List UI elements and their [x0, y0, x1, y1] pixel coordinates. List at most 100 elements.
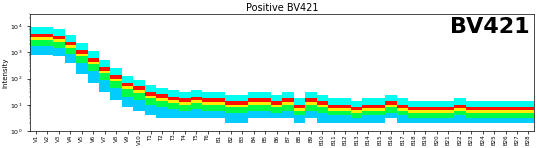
Bar	[191, 90, 202, 97]
Bar	[408, 101, 420, 107]
Bar	[202, 102, 214, 105]
Bar	[431, 107, 442, 110]
Bar	[442, 107, 454, 110]
Bar	[511, 101, 523, 107]
Bar	[236, 105, 248, 107]
Bar	[88, 51, 99, 58]
Bar	[30, 46, 42, 55]
Bar	[328, 115, 339, 123]
Bar	[122, 97, 133, 107]
Bar	[133, 90, 145, 93]
Bar	[420, 110, 431, 113]
Bar	[408, 107, 420, 110]
Bar	[339, 108, 351, 111]
Bar	[214, 105, 225, 111]
Bar	[122, 77, 133, 83]
Bar	[64, 45, 76, 48]
Bar	[122, 86, 133, 89]
Bar	[259, 105, 271, 111]
Bar	[179, 105, 191, 111]
Bar	[386, 95, 397, 101]
Bar	[248, 92, 259, 98]
Bar	[489, 107, 500, 110]
Bar	[500, 107, 511, 110]
Bar	[466, 107, 477, 110]
Bar	[236, 95, 248, 101]
Bar	[374, 115, 386, 123]
Bar	[374, 108, 386, 111]
Bar	[442, 101, 454, 107]
Bar	[122, 83, 133, 86]
Bar	[511, 119, 523, 123]
Bar	[339, 111, 351, 115]
Bar	[282, 102, 294, 105]
Bar	[431, 110, 442, 113]
Bar	[466, 110, 477, 113]
Bar	[489, 110, 500, 113]
Bar	[466, 113, 477, 119]
Bar	[454, 111, 466, 115]
Bar	[133, 86, 145, 90]
Bar	[317, 95, 328, 101]
Bar	[214, 98, 225, 102]
Bar	[442, 119, 454, 123]
Bar	[99, 71, 111, 73]
Bar	[397, 108, 408, 111]
Bar	[523, 119, 534, 123]
Bar	[214, 111, 225, 119]
Bar	[328, 111, 339, 115]
Bar	[236, 101, 248, 105]
Bar	[122, 89, 133, 97]
Bar	[431, 119, 442, 123]
Bar	[179, 111, 191, 119]
Bar	[225, 105, 236, 107]
Bar	[374, 98, 386, 105]
Bar	[168, 97, 179, 100]
Bar	[420, 107, 431, 110]
Bar	[339, 98, 351, 105]
Bar	[111, 79, 122, 81]
Y-axis label: Intensity: Intensity	[3, 57, 9, 87]
Bar	[168, 90, 179, 97]
Bar	[294, 111, 305, 115]
Bar	[99, 73, 111, 80]
Bar	[225, 113, 236, 123]
Bar	[145, 85, 156, 91]
Bar	[88, 62, 99, 64]
Bar	[64, 35, 76, 42]
Bar	[362, 105, 374, 108]
Bar	[271, 113, 282, 119]
Bar	[397, 111, 408, 115]
Bar	[454, 115, 466, 123]
Bar	[477, 101, 489, 107]
Bar	[191, 109, 202, 119]
Bar	[339, 115, 351, 123]
Bar	[500, 119, 511, 123]
Bar	[156, 98, 168, 101]
Bar	[282, 111, 294, 119]
Bar	[305, 105, 317, 111]
Bar	[477, 113, 489, 119]
Bar	[179, 102, 191, 105]
Bar	[202, 92, 214, 98]
Bar	[271, 105, 282, 107]
Bar	[64, 42, 76, 45]
Bar	[305, 98, 317, 102]
Bar	[145, 98, 156, 105]
Bar	[42, 46, 53, 55]
Bar	[76, 63, 88, 74]
Bar	[259, 102, 271, 105]
Bar	[53, 36, 64, 39]
Bar	[386, 113, 397, 119]
Bar	[191, 103, 202, 109]
Bar	[339, 105, 351, 108]
Bar	[53, 29, 64, 36]
Bar	[99, 80, 111, 92]
Bar	[88, 71, 99, 83]
Bar	[168, 100, 179, 103]
Bar	[179, 92, 191, 98]
Bar	[351, 110, 362, 113]
Bar	[248, 111, 259, 119]
Bar	[168, 103, 179, 109]
Bar	[305, 111, 317, 119]
